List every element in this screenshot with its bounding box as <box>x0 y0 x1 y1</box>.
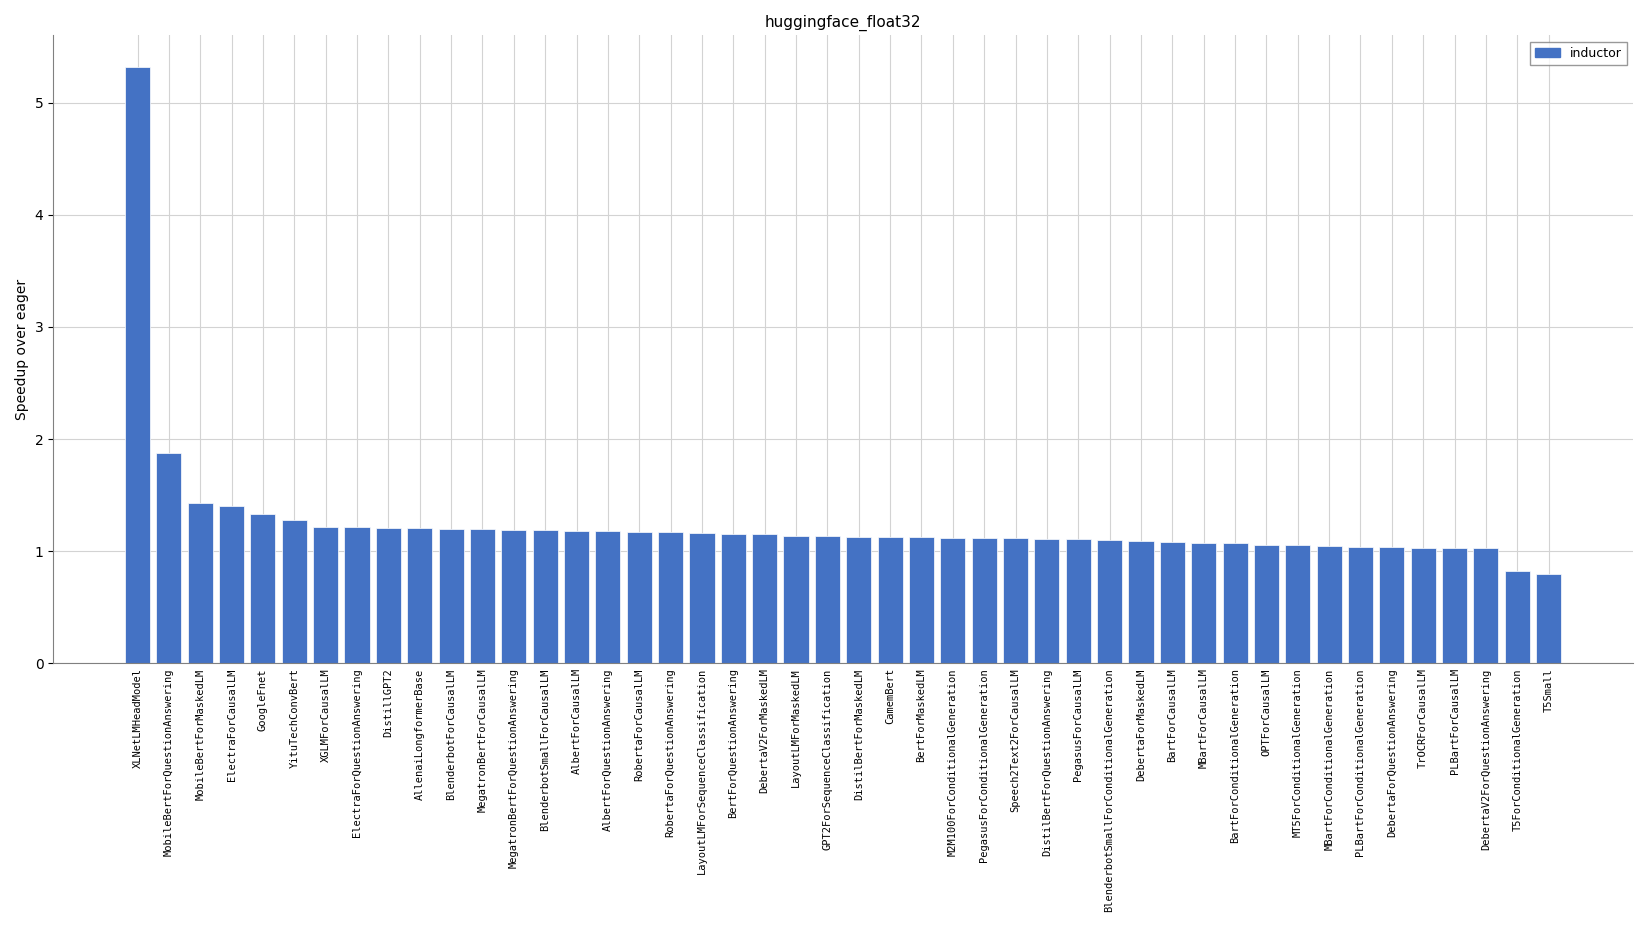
Bar <box>1223 543 1248 664</box>
Bar <box>438 528 463 664</box>
Bar <box>1442 548 1467 664</box>
Bar <box>564 531 588 664</box>
Bar <box>1129 541 1154 664</box>
Bar <box>376 527 400 664</box>
Bar <box>344 527 369 664</box>
Bar <box>125 67 150 664</box>
Bar <box>532 530 557 664</box>
Bar <box>595 531 620 664</box>
Bar <box>720 534 747 664</box>
Bar <box>1254 544 1279 664</box>
Bar <box>751 534 778 664</box>
Legend: inductor: inductor <box>1529 42 1627 65</box>
Bar <box>1379 547 1404 664</box>
Title: huggingface_float32: huggingface_float32 <box>765 15 921 32</box>
Y-axis label: Speedup over eager: Speedup over eager <box>15 279 30 420</box>
Bar <box>250 514 275 664</box>
Bar <box>1285 544 1310 664</box>
Bar <box>313 527 338 664</box>
Bar <box>470 528 494 664</box>
Bar <box>188 503 213 664</box>
Bar <box>1348 547 1373 664</box>
Bar <box>1505 571 1529 664</box>
Bar <box>910 537 934 664</box>
Bar <box>783 536 809 664</box>
Bar <box>1473 548 1498 664</box>
Bar <box>845 537 872 664</box>
Bar <box>282 520 307 664</box>
Bar <box>1317 546 1341 664</box>
Bar <box>941 538 966 664</box>
Bar <box>814 536 840 664</box>
Bar <box>1066 539 1091 664</box>
Bar <box>501 530 526 664</box>
Bar <box>219 506 244 664</box>
Bar <box>972 538 997 664</box>
Bar <box>1160 542 1185 664</box>
Bar <box>1192 543 1216 664</box>
Bar <box>407 527 432 664</box>
Bar <box>157 452 181 664</box>
Bar <box>1536 574 1561 664</box>
Bar <box>1411 548 1435 664</box>
Bar <box>658 532 684 664</box>
Bar <box>1035 539 1060 664</box>
Bar <box>1004 538 1028 664</box>
Bar <box>1098 540 1122 664</box>
Bar <box>689 533 715 664</box>
Bar <box>878 537 903 664</box>
Bar <box>626 532 653 664</box>
